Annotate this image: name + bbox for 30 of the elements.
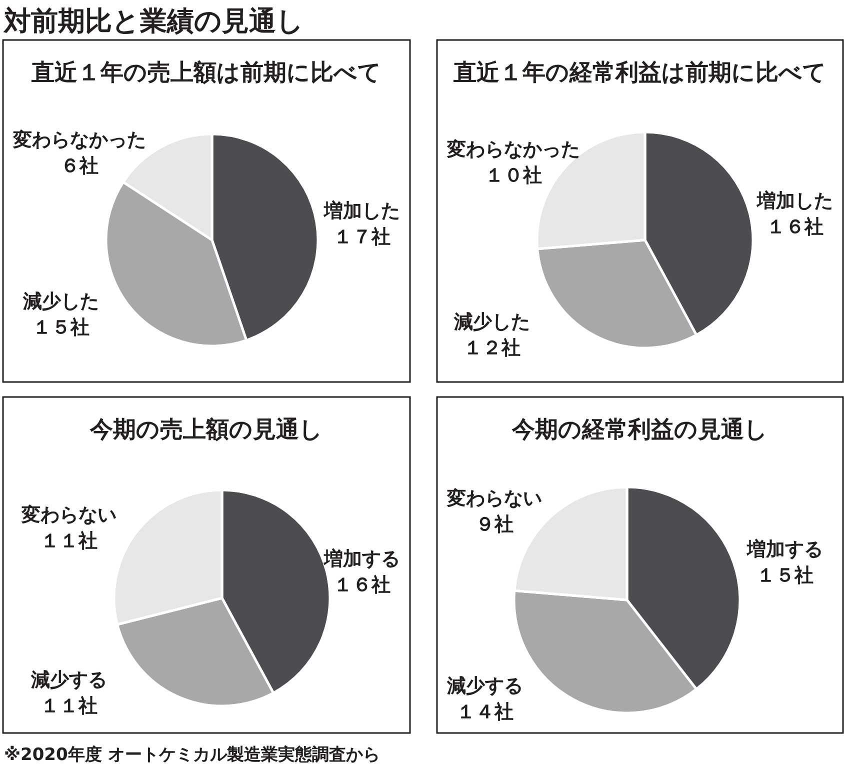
slice-label: 変わらなかった: [446, 138, 580, 161]
slice-label: 変わらなかった: [12, 128, 146, 151]
slice-label: 増加する: [323, 548, 400, 570]
data-label: １０社: [485, 164, 542, 187]
data-label: １６社: [766, 216, 824, 238]
slice-label: 変わらない: [20, 504, 116, 526]
slice-label: 減少した: [453, 310, 530, 333]
chart-title: 対前期比と業績の見通し: [3, 6, 304, 37]
chart-title: 今期の経常利益の見通し: [511, 417, 768, 443]
slice-label: 増加した: [756, 190, 833, 212]
slice-label: 増加した: [323, 200, 400, 222]
text: ※2020年度 オートケミカル製造業実態調査から: [4, 745, 380, 765]
data-label: １４社: [456, 701, 514, 724]
slice-label: 減少する: [30, 668, 107, 691]
slice-label: 減少する: [446, 675, 523, 698]
data-label: ６社: [60, 154, 98, 177]
slice-label: 減少した: [22, 290, 99, 313]
data-label: ９社: [476, 514, 514, 536]
chart-title: 直近１年の経常利益は前期に比べて: [452, 60, 826, 86]
chart-title: 今期の売上額の見通し: [89, 417, 323, 443]
data-label: １１社: [40, 530, 98, 552]
slice-label: 増加する: [746, 538, 823, 561]
chart-subtitle: 直近１年の売上額は前期に比べて: [30, 60, 382, 86]
data-label: １２社: [464, 336, 520, 359]
data-label: １５社: [32, 316, 90, 339]
slice-label: 変わらない: [446, 488, 542, 510]
data-label: １５社: [756, 564, 814, 587]
data-label: １６社: [334, 574, 390, 596]
data-label: １１社: [40, 694, 98, 717]
data-label: １７社: [334, 226, 390, 248]
